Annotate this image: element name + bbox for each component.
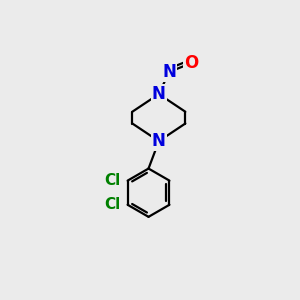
Text: Cl: Cl: [104, 173, 120, 188]
Text: Cl: Cl: [104, 197, 120, 212]
Text: N: N: [152, 85, 166, 103]
Text: N: N: [152, 132, 166, 150]
Text: O: O: [184, 54, 198, 72]
Text: N: N: [162, 63, 176, 81]
